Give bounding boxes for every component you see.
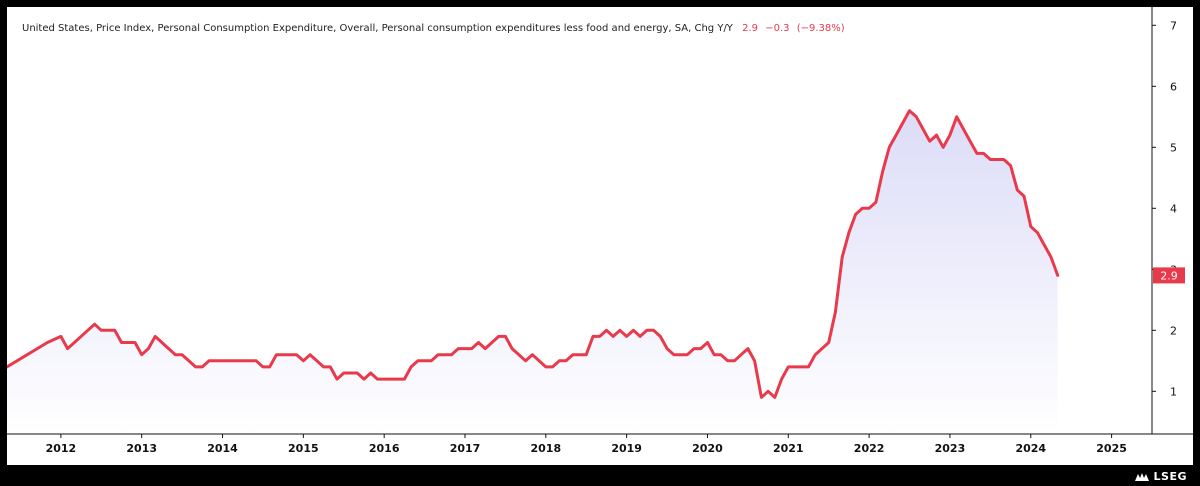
line-layer (7, 109, 1060, 399)
chart-svg: 1234567 20122013201420152016201720182019… (7, 7, 1193, 455)
y-tick-label: 2 (1170, 324, 1177, 337)
y-tick-label: 4 (1170, 202, 1177, 215)
last-value-badge (1153, 267, 1185, 284)
y-tick-label: 5 (1170, 141, 1177, 154)
area-layer (7, 110, 1058, 434)
chart-panel: 1234567 20122013201420152016201720182019… (7, 7, 1193, 465)
legend-bar: United States, Price Index, Personal Con… (22, 23, 849, 34)
x-tick-label: 2012 (46, 442, 77, 455)
x-tick-label: 2022 (854, 442, 885, 455)
x-axis[interactable]: 2012 2013 2014 2015 2016 2017 2018 2019 2020 2021… (7, 433, 1193, 455)
x-tick-label: 2025 (1096, 442, 1127, 455)
y-tick-label: 7 (1170, 19, 1177, 32)
x-tick-label: 2019 (611, 442, 642, 455)
x-tick-label: 2020 (692, 442, 723, 455)
y-tick-label: 6 (1170, 80, 1177, 93)
y-axis[interactable]: 1234567 (1151, 7, 1177, 434)
x-tick-label: 2016 (369, 442, 400, 455)
legend-change-pct: (−9.38%) (796, 23, 845, 34)
x-tick-label: 2014 (207, 442, 238, 455)
x-tick-label: 2017 (450, 442, 481, 455)
legend-last-value: 2.9 (742, 23, 759, 34)
series-area (7, 110, 1058, 434)
series-line[interactable] (7, 109, 1060, 399)
last-value-marker: 2.9 (1153, 267, 1185, 284)
legend-change: −0.3 (765, 23, 790, 34)
y-tick-label: 1 (1170, 385, 1177, 398)
x-tick-label: 2018 (531, 442, 562, 455)
lseg-logo-icon (1134, 472, 1149, 481)
brand-logo-text: LSEG (1153, 470, 1187, 483)
x-tick-label: 2013 (126, 442, 157, 455)
x-tick-label: 2023 (935, 442, 966, 455)
series-title: United States, Price Index, Personal Con… (22, 23, 733, 34)
brand-footer: LSEG (1134, 470, 1187, 483)
x-tick-label: 2015 (288, 442, 319, 455)
x-tick-label: 2021 (773, 442, 804, 455)
legend-values: 2.9 −0.3 (−9.38%) (742, 23, 849, 34)
last-value-label: 2.9 (1160, 269, 1178, 282)
x-tick-label: 2024 (1015, 442, 1046, 455)
